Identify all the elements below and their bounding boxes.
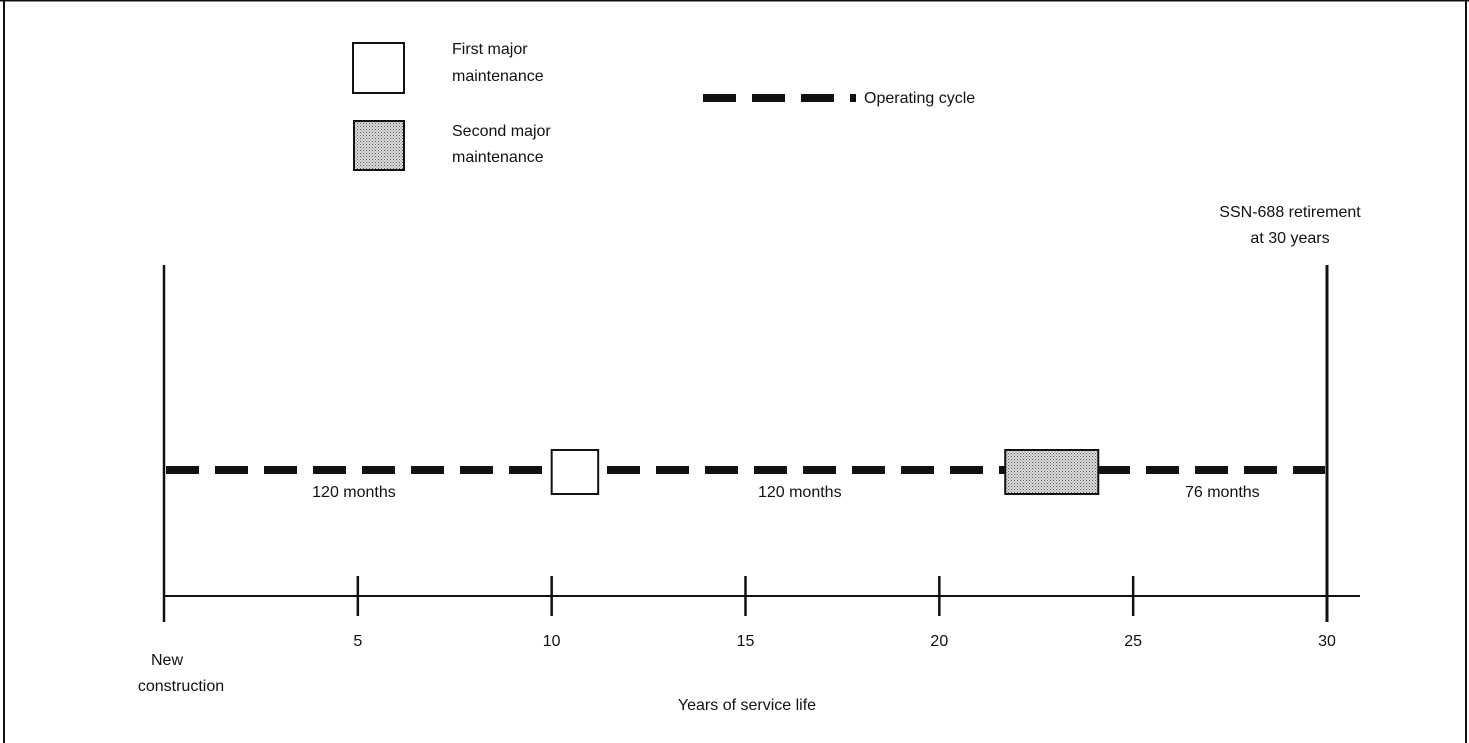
first-major-maintenance-box bbox=[550, 449, 600, 495]
legend-operating-cycle-label: Operating cycle bbox=[864, 90, 975, 107]
retirement-label-line1: SSN-688 retirement bbox=[1219, 204, 1361, 221]
x-axis-tick-label: 15 bbox=[737, 633, 755, 650]
cycle-duration-label: 76 months bbox=[1185, 484, 1260, 501]
x-axis-title: Years of service life bbox=[678, 697, 816, 714]
legend-first-major-line2: maintenance bbox=[452, 68, 544, 85]
legend-first-major-line1: First major bbox=[452, 41, 528, 58]
x-axis-ticks: 5 10 15 20 25 30 bbox=[353, 576, 1336, 650]
maintenance-periods bbox=[550, 449, 1100, 495]
cycle-labels: 120 months 120 months 76 months bbox=[312, 484, 1260, 501]
legend-second-major-swatch bbox=[353, 120, 405, 171]
x-axis-tick-label: 30 bbox=[1318, 633, 1336, 650]
legend-second-major-line1: Second major bbox=[452, 123, 551, 140]
legend-first-major-swatch bbox=[352, 42, 405, 94]
retirement-label-line2: at 30 years bbox=[1250, 230, 1329, 247]
x-axis-tick-label: 20 bbox=[930, 633, 948, 650]
new-construction-label-line1: New bbox=[151, 652, 183, 669]
new-construction-label-line2: construction bbox=[138, 678, 224, 695]
legend: First major maintenance Second major mai… bbox=[352, 41, 975, 171]
cycle-duration-label: 120 months bbox=[758, 484, 842, 501]
x-axis-tick-label: 10 bbox=[543, 633, 561, 650]
legend-second-major-line2: maintenance bbox=[452, 149, 544, 166]
x-axis-tick-label: 25 bbox=[1124, 633, 1142, 650]
x-axis-tick-label: 5 bbox=[353, 633, 362, 650]
cycle-duration-label: 120 months bbox=[312, 484, 396, 501]
second-major-maintenance-box bbox=[1004, 449, 1100, 495]
